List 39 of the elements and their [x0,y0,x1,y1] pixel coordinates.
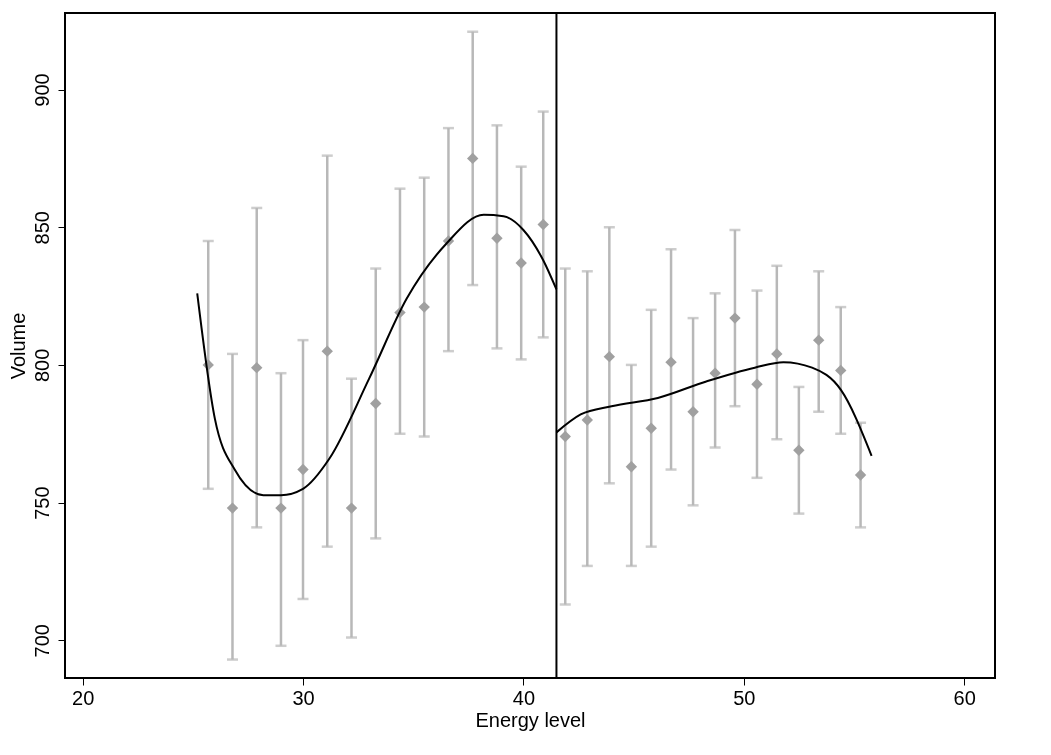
point [854,469,867,481]
point [687,406,699,418]
point [751,378,763,390]
y-axis-title: Volume [6,312,29,380]
x-tick-label: 40 [512,686,536,709]
x-tick-label: 30 [292,686,315,709]
point [418,301,430,313]
point [321,345,333,357]
point [581,414,593,426]
point [625,461,638,473]
point [297,463,309,476]
point [665,356,677,368]
y-tick-label: 800 [30,348,53,383]
point [537,218,549,231]
point [467,152,479,165]
point [603,350,616,363]
point [226,502,239,514]
y-tick-label: 700 [30,624,53,658]
point [559,430,571,443]
point [275,502,287,514]
point [251,361,263,374]
x-tick-label: 50 [733,686,756,709]
x-tick-label: 60 [953,686,976,709]
point [771,348,783,360]
point [793,444,805,456]
point [370,397,382,410]
point [645,422,657,434]
point [813,334,825,346]
y-tick-label: 850 [30,211,53,245]
point [491,232,503,244]
point [729,312,741,324]
point [345,502,358,514]
point [709,367,721,379]
y-tick-label: 750 [30,486,53,520]
point [515,257,527,269]
x-tick-label: 20 [72,686,95,709]
y-tick-label: 900 [30,73,53,107]
x-axis-title: Energy level [475,708,586,731]
point [835,364,847,377]
